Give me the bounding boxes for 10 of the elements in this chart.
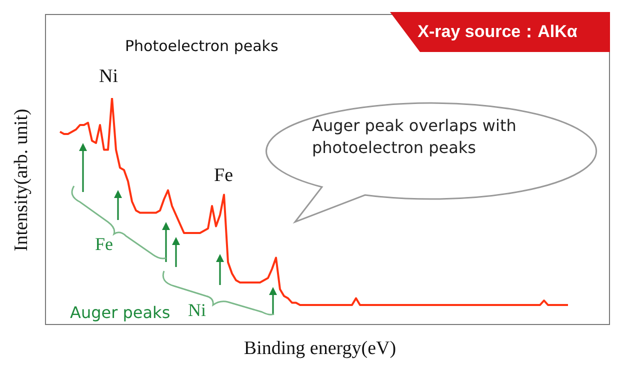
text: Photoelectron peaks [125,37,278,55]
annotation: Auger peaks [70,303,170,322]
text: X-ray source：AlKα [416,21,578,43]
annotation: Ni [188,300,206,321]
annotation: Fe [214,165,233,187]
annotation: Fe [95,234,113,255]
x-axis-title: Binding energy(eV) [242,338,398,360]
y-axis-title: Intensity(arb. unit) [11,108,33,252]
annotation: Auger peak overlaps with photoelectron peaks [312,115,518,159]
text: Ni [99,66,118,88]
